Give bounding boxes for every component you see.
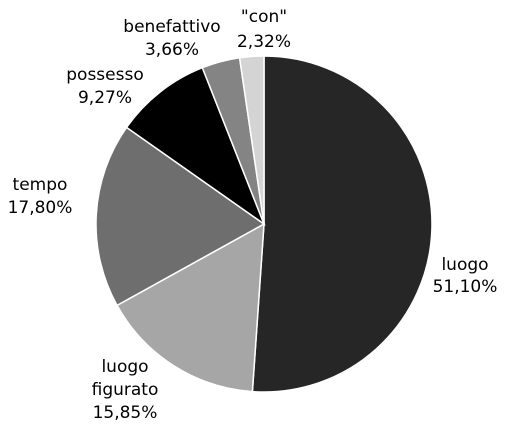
label-luogo-figurato-name-line1: luogo [101, 357, 148, 377]
pie-slices [96, 56, 432, 392]
label-tempo-name: tempo [13, 175, 68, 195]
label-luogo-figurato-value: 15,85% [93, 403, 158, 423]
pie-slice-luogo [252, 56, 432, 392]
label-luogo-figurato-name-line2: figurato [92, 380, 159, 400]
label-benefattivo-name: benefattivo [123, 17, 220, 37]
label-possesso-name: possesso [66, 65, 143, 85]
label-luogo-name: luogo [441, 255, 488, 275]
label-con-name: "con" [241, 7, 287, 27]
label-con-value: 2,32% [237, 32, 291, 52]
label-tempo-value: 17,80% [8, 198, 73, 218]
label-possesso-value: 9,27% [78, 88, 132, 108]
label-benefattivo-value: 3,66% [145, 40, 199, 60]
label-luogo-value: 51,10% [433, 277, 498, 297]
